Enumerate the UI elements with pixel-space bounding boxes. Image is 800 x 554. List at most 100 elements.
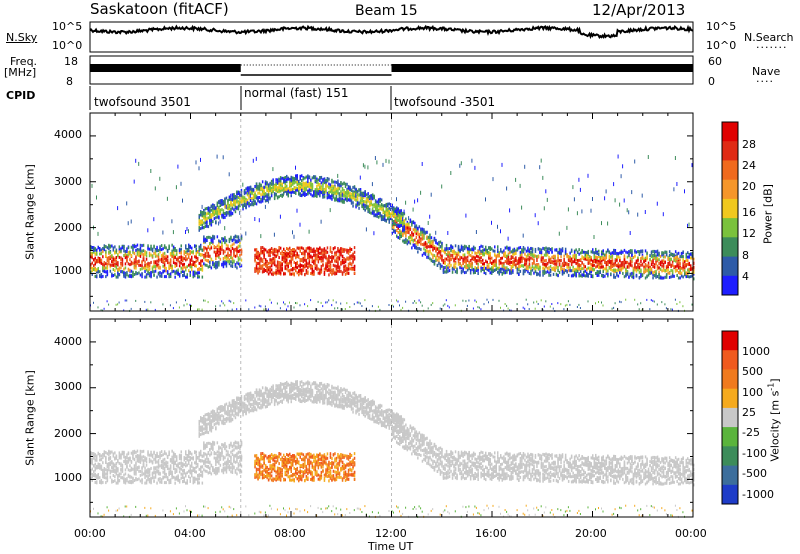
power-cell — [471, 257, 473, 261]
power-cell — [447, 266, 449, 270]
power-cell — [320, 259, 323, 263]
power-cell — [308, 260, 311, 264]
power-cell — [175, 271, 178, 275]
power-cell — [371, 197, 374, 201]
power-cell — [151, 265, 154, 269]
power-cell — [451, 253, 454, 257]
power-cell — [144, 250, 146, 254]
power-cell — [326, 265, 329, 269]
power-cell — [308, 255, 311, 259]
power-cell — [516, 267, 519, 271]
power-cell — [283, 180, 285, 184]
power-cell — [477, 265, 479, 269]
power-cell — [579, 267, 582, 271]
power-cell — [195, 244, 197, 248]
power-cell — [264, 264, 267, 268]
power-cell — [510, 255, 513, 259]
power-cell — [623, 255, 626, 259]
power-cell — [340, 251, 342, 255]
power-cell — [301, 186, 303, 190]
power-cell — [444, 251, 446, 254]
power-cell — [510, 271, 513, 275]
power-cell — [281, 186, 283, 190]
power-cell — [486, 268, 488, 272]
power-cell — [442, 270, 445, 274]
power-cell — [519, 250, 522, 254]
power-cell — [572, 260, 574, 264]
power-cell — [219, 199, 222, 203]
power-cell — [163, 269, 166, 273]
power-cell — [99, 248, 101, 252]
power-cell — [463, 247, 466, 251]
power-cell — [485, 245, 487, 249]
power-cell — [270, 268, 273, 272]
power-cell — [254, 253, 256, 257]
power-cell — [93, 247, 95, 251]
power-cell — [135, 264, 137, 268]
power-cell — [210, 221, 213, 225]
power-cell — [283, 255, 285, 259]
power-cell — [185, 250, 187, 254]
power-cell — [231, 258, 234, 262]
power-cell — [221, 300, 223, 303]
power-cell — [231, 198, 234, 202]
power-cell — [346, 199, 348, 203]
power-cell — [109, 244, 112, 248]
power-cell — [420, 247, 422, 251]
power-cell — [283, 187, 285, 191]
power-cell — [353, 197, 356, 201]
power-cell — [234, 195, 237, 198]
power-cell — [126, 271, 128, 275]
power-cell — [400, 217, 402, 221]
power-cell — [453, 249, 455, 253]
power-cell — [608, 260, 611, 264]
power-cell — [257, 252, 259, 256]
power-cell — [402, 213, 404, 217]
power-cell — [228, 260, 231, 263]
power-cell — [237, 262, 240, 266]
power-cell — [463, 256, 466, 260]
power-cell — [278, 266, 280, 270]
power-cell — [460, 270, 463, 273]
power-cell — [219, 219, 221, 224]
power-cell — [305, 175, 308, 179]
power-cell — [307, 177, 309, 181]
power-cell — [165, 246, 167, 250]
power-cell — [598, 249, 600, 253]
power-cell — [114, 269, 116, 273]
power-cell — [245, 299, 247, 302]
power-cell — [388, 220, 390, 224]
power-cell — [439, 253, 442, 257]
power-cell — [344, 260, 347, 264]
power-cell — [610, 264, 612, 267]
power-cell — [279, 183, 282, 187]
power-cell — [554, 266, 556, 270]
power-cell — [290, 260, 292, 264]
power-cell — [432, 260, 434, 263]
power-cell — [197, 256, 199, 260]
power-cell — [307, 262, 309, 266]
power-cell — [216, 263, 219, 267]
power-cell — [444, 303, 446, 306]
power-cell — [201, 213, 204, 217]
power-cell — [177, 271, 179, 275]
power-cell — [509, 271, 511, 275]
power-cell — [617, 267, 620, 271]
power-cell — [412, 232, 415, 236]
power-cell — [397, 226, 399, 230]
power-cell — [578, 303, 580, 306]
power-cell — [141, 244, 143, 248]
power-cell — [450, 258, 452, 262]
power-cell — [230, 193, 232, 198]
power-cell — [454, 252, 457, 256]
power-cell — [188, 245, 190, 249]
power-cell — [385, 210, 387, 214]
power-cell — [380, 198, 383, 202]
power-cell — [129, 252, 131, 256]
power-cell — [168, 246, 170, 250]
power-cell — [356, 202, 359, 206]
power-cell — [302, 190, 305, 194]
power-cell — [590, 208, 592, 213]
power-cell — [275, 250, 277, 254]
power-cell — [500, 257, 502, 260]
